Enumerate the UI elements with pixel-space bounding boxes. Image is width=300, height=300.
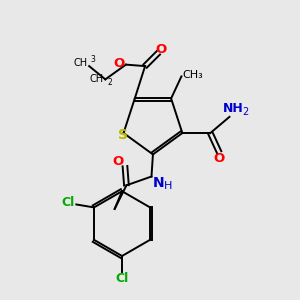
Text: O: O: [156, 44, 167, 56]
Text: 3: 3: [91, 55, 96, 64]
Text: 2: 2: [107, 78, 112, 87]
Text: S: S: [118, 128, 128, 142]
Text: CH: CH: [90, 74, 104, 84]
Text: Cl: Cl: [61, 196, 75, 209]
Text: O: O: [114, 57, 125, 70]
Text: CH: CH: [74, 58, 88, 68]
Text: NH: NH: [223, 102, 243, 115]
Text: Cl: Cl: [116, 272, 129, 285]
Text: N: N: [153, 176, 165, 190]
Text: H: H: [164, 181, 173, 191]
Text: O: O: [113, 155, 124, 168]
Text: O: O: [214, 152, 225, 165]
Text: 2: 2: [242, 107, 248, 117]
Text: CH₃: CH₃: [182, 70, 203, 80]
